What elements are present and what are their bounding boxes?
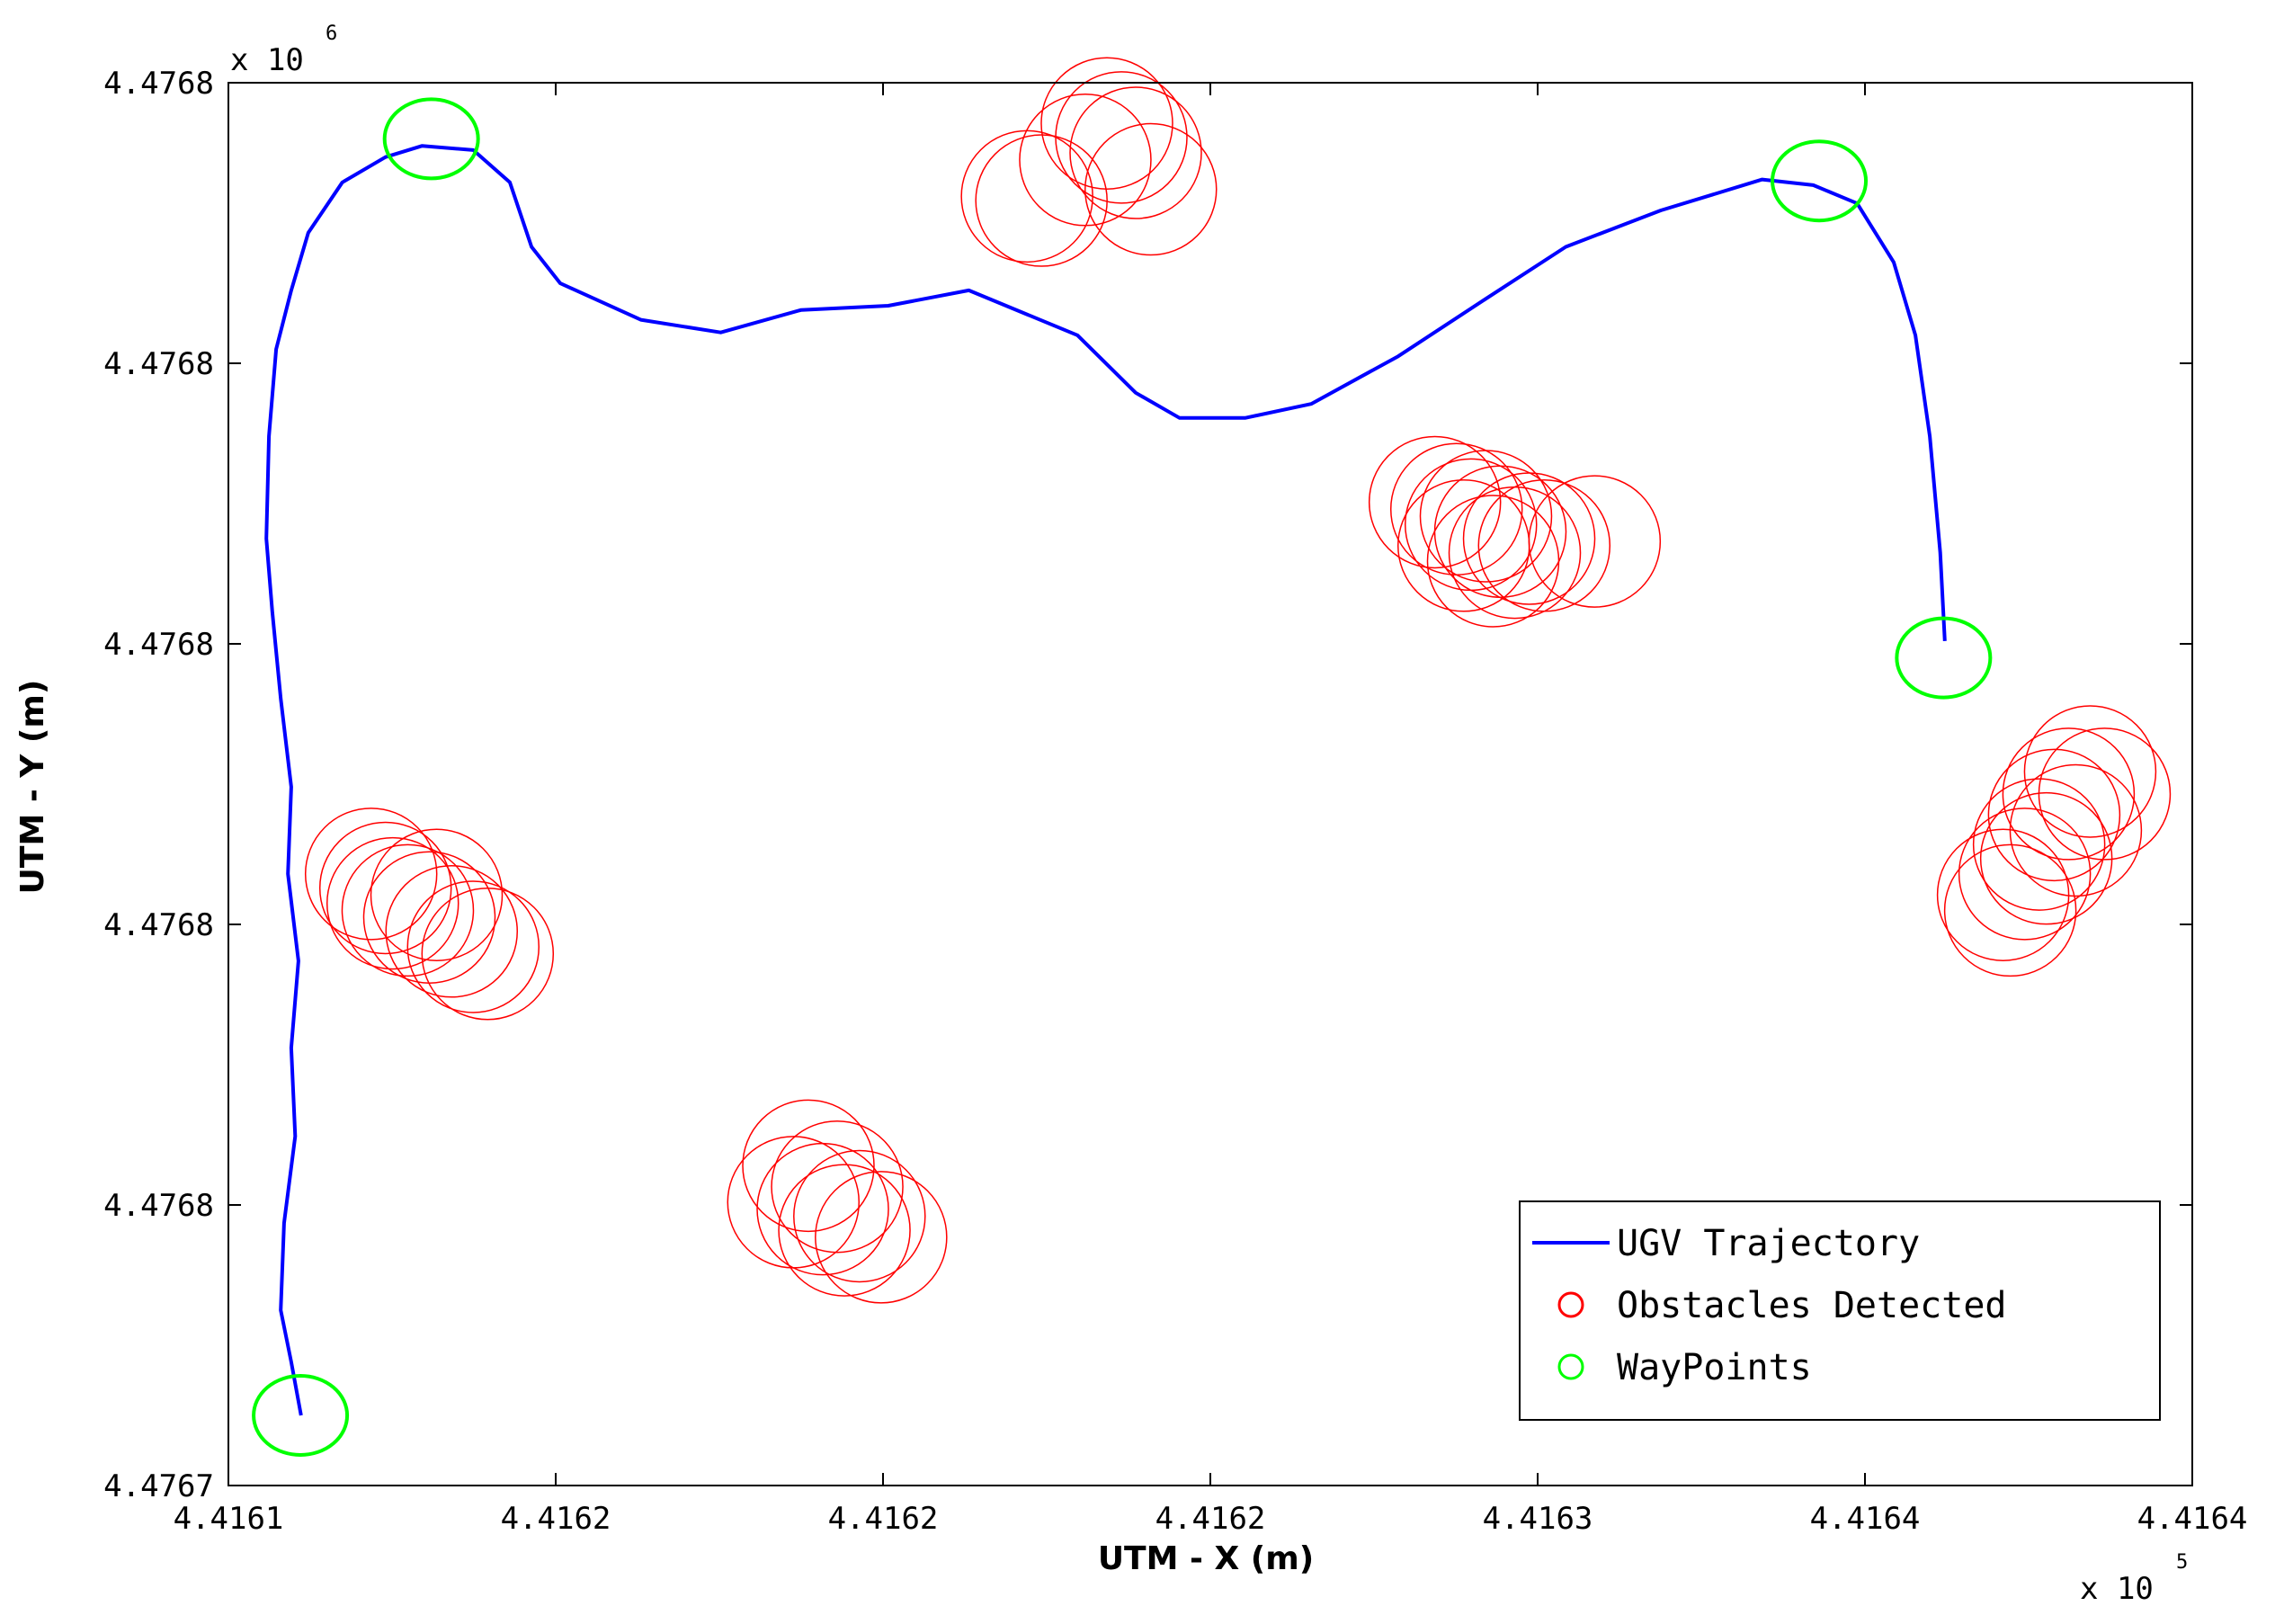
marker — [1477, 479, 1611, 612]
marker — [362, 851, 496, 984]
x-tick-label: 4.4162 — [501, 1501, 611, 1537]
x-multiplier: x 10 — [2080, 1571, 2154, 1607]
legend-swatch — [1557, 1353, 1584, 1380]
x-tick-label: 4.4163 — [1483, 1501, 1593, 1537]
y-axis-label: UTM - Y (m) — [14, 680, 51, 895]
x-multiplier-exponent: 5 — [2176, 1551, 2188, 1574]
marker — [1084, 122, 1218, 256]
y-tick-label: 4.4767 — [103, 1468, 214, 1504]
y-tick-label: 4.4768 — [103, 907, 214, 943]
x-tick-label: 4.4164 — [2137, 1501, 2248, 1537]
marker — [421, 888, 555, 1021]
legend: UGV Trajectory Obstacles Detected WayPoint… — [1519, 1200, 2161, 1421]
marker — [2009, 763, 2143, 897]
legend-label: WayPoints — [1617, 1347, 1812, 1388]
marker — [1069, 86, 1202, 219]
marker — [252, 1374, 350, 1457]
marker — [318, 821, 452, 955]
marker — [1771, 139, 1869, 223]
marker — [1987, 748, 2121, 882]
marker — [382, 97, 480, 181]
marker — [1895, 616, 1993, 700]
marker — [1368, 435, 1502, 569]
marker — [370, 828, 504, 961]
marker — [778, 1164, 911, 1297]
y-tick-label: 4.4768 — [103, 66, 214, 102]
x-tick-label: 4.4164 — [1810, 1501, 1921, 1537]
y-tick-label: 4.4768 — [103, 627, 214, 663]
marker — [1972, 778, 2106, 911]
marker — [727, 1136, 861, 1269]
marker — [406, 880, 540, 1013]
y-tick-label: 4.4768 — [103, 346, 214, 382]
marker — [2038, 727, 2172, 861]
marker — [1040, 57, 1173, 190]
marker — [2002, 727, 2136, 861]
y-multiplier: x 10 — [230, 42, 304, 78]
legend-swatch — [1557, 1291, 1584, 1318]
x-tick-label: 4.4162 — [828, 1501, 939, 1537]
marker — [1419, 450, 1553, 583]
x-tick-label: 4.4162 — [1155, 1501, 1266, 1537]
trajectory-line — [264, 144, 1947, 1416]
marker — [771, 1120, 904, 1254]
legend-label: Obstacles Detected — [1617, 1285, 2006, 1326]
marker — [1055, 71, 1188, 204]
marker — [1462, 472, 1596, 605]
marker — [1396, 479, 1530, 612]
marker — [1958, 808, 2092, 941]
marker — [1019, 94, 1152, 227]
marker — [326, 836, 459, 970]
y-multiplier-exponent: 6 — [326, 22, 337, 45]
marker — [1979, 791, 2113, 925]
legend-label: UGV Trajectory — [1617, 1223, 1920, 1264]
marker — [975, 134, 1108, 267]
marker — [1943, 843, 2077, 977]
x-tick-label: 4.4161 — [174, 1501, 284, 1537]
marker — [815, 1171, 948, 1304]
legend-box — [1519, 1200, 2161, 1421]
marker — [793, 1149, 926, 1283]
marker — [1936, 828, 2070, 961]
marker — [1426, 495, 1560, 628]
marker — [742, 1099, 875, 1233]
marker — [2023, 705, 2157, 838]
plot-area — [252, 57, 2172, 1457]
y-tick-label: 4.4768 — [103, 1188, 214, 1224]
marker — [304, 808, 438, 941]
x-axis-label: UTM - X (m) — [1098, 1540, 1314, 1577]
marker — [341, 843, 475, 977]
marker — [385, 865, 518, 998]
